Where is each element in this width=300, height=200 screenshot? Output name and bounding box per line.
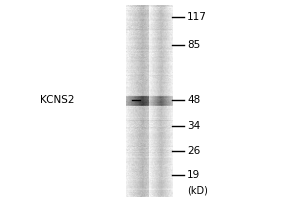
Text: 34: 34 bbox=[187, 121, 200, 131]
Text: 19: 19 bbox=[187, 170, 200, 180]
Text: 48: 48 bbox=[187, 95, 200, 105]
Text: 85: 85 bbox=[187, 40, 200, 50]
Text: 117: 117 bbox=[187, 12, 207, 22]
Text: (kD): (kD) bbox=[187, 186, 208, 196]
Text: KCNS2: KCNS2 bbox=[40, 95, 74, 105]
Text: 26: 26 bbox=[187, 146, 200, 156]
